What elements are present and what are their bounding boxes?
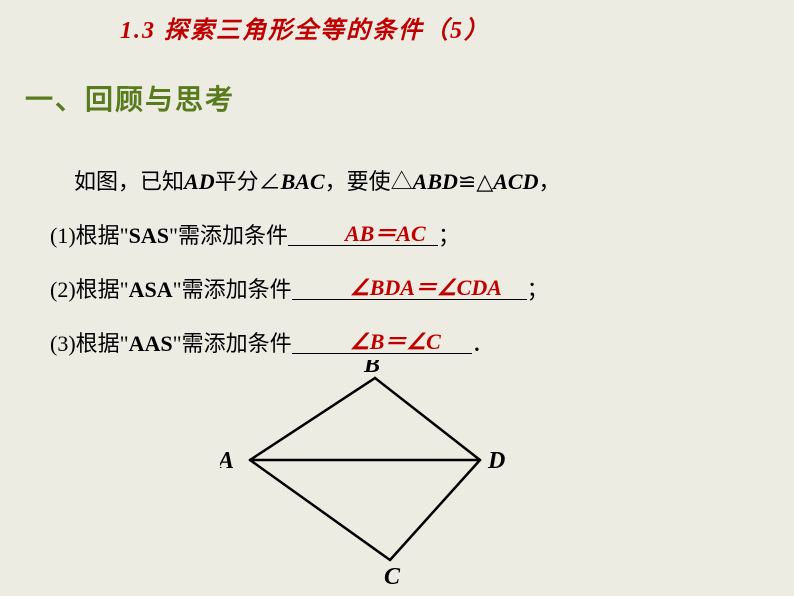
intro-var2: BAC [281, 169, 325, 194]
q1-answer: AB＝AC [345, 207, 426, 261]
q2-criterion: ASA [129, 277, 173, 302]
q2-suffix: "需添加条件 [173, 277, 292, 302]
q1-tail: ； [438, 223, 460, 248]
intro-suffix: ， [539, 169, 561, 194]
svg-text:C: C [384, 564, 401, 590]
q2-num: (2) [50, 277, 76, 302]
intro-line: 如图，已知AD平分∠BAC，要使△ABD≌△ACD， [50, 155, 750, 209]
q2-tail: ； [527, 277, 549, 302]
problem-block: 如图，已知AD平分∠BAC，要使△ABD≌△ACD， (1)根据"SAS"需添加… [50, 155, 750, 371]
chapter-title: 1.3 探索三角形全等的条件（5） [120, 10, 490, 45]
q1-num: (1) [50, 223, 76, 248]
intro-var3: ABD [413, 169, 458, 194]
svg-text:D: D [487, 448, 505, 474]
intro-mid2: ，要使△ [325, 169, 413, 194]
intro-mid: 平分∠ [215, 169, 281, 194]
q3-criterion: AAS [129, 331, 173, 356]
intro-congruent: ≌ [458, 169, 476, 194]
intro-var1: AD [184, 169, 215, 194]
intro-var4: ACD [493, 169, 538, 194]
q1-suffix: "需添加条件 [169, 223, 288, 248]
intro-prefix: 如图，已知 [74, 169, 184, 194]
q3-tail: ． [472, 331, 494, 356]
q3-num: (3) [50, 331, 76, 356]
q3-prefix: 根据" [76, 331, 129, 356]
q2-line: (2)根据"ASA"需添加条件 ； ∠BDA＝∠CDA [50, 263, 750, 317]
intro-tri2: △ [476, 169, 493, 194]
q2-answer: ∠BDA＝∠CDA [350, 261, 502, 315]
svg-text:A: A [220, 448, 234, 474]
svg-text:B: B [363, 360, 380, 378]
q1-line: (1)根据"SAS"需添加条件 ； AB＝AC [50, 209, 750, 263]
triangle-diagram: B A D C [220, 360, 540, 590]
q3-suffix: "需添加条件 [173, 331, 292, 356]
q2-prefix: 根据" [76, 277, 129, 302]
section-title: 一、回顾与思考 [25, 78, 235, 118]
q1-prefix: 根据" [76, 223, 129, 248]
q1-criterion: SAS [129, 223, 169, 248]
